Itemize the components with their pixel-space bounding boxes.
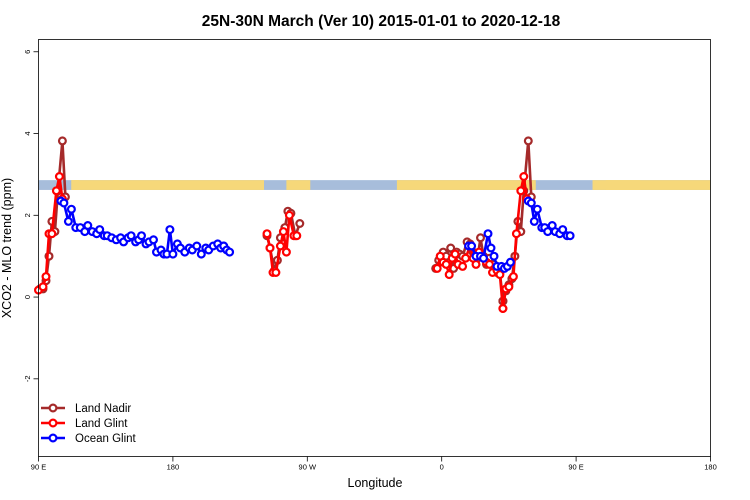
- x-tick-label: 90 W: [299, 463, 317, 472]
- plot-frame: [38, 39, 711, 457]
- legend-label: Land Nadir: [75, 403, 131, 415]
- x-axis-title: Longitude: [348, 476, 403, 490]
- legend: Land Nadir Land Glint Ocean Glint: [41, 403, 137, 445]
- legend-marker: [48, 403, 58, 413]
- data-point: [59, 198, 69, 208]
- x-tick-label: 180: [704, 463, 717, 472]
- data-point: [292, 231, 302, 241]
- data-point: [511, 229, 521, 239]
- land-band-segment: [113, 180, 264, 190]
- data-point: [444, 270, 454, 280]
- data-point: [558, 225, 568, 235]
- data-point: [47, 229, 57, 239]
- land-band-segment: [396, 180, 536, 190]
- data-point: [149, 235, 159, 245]
- y-tick-label: -2: [23, 375, 32, 382]
- data-point: [523, 136, 533, 146]
- y-tick-label: 4: [23, 131, 32, 135]
- legend-label: Land Glint: [75, 418, 128, 430]
- data-point: [281, 247, 291, 257]
- x-tick-label: 0: [440, 463, 444, 472]
- data-point: [265, 243, 275, 253]
- data-point: [461, 253, 471, 263]
- data-point: [479, 253, 489, 263]
- data-point: [516, 186, 526, 196]
- data-point: [498, 304, 508, 314]
- data-point: [489, 251, 499, 261]
- data-point: [471, 259, 481, 269]
- legend-item: Land Nadir: [41, 403, 131, 415]
- land-band-segment: [605, 180, 711, 190]
- data-point: [458, 261, 468, 271]
- data-point: [483, 229, 493, 239]
- land-band-segment: [286, 180, 311, 190]
- data-point: [275, 241, 285, 251]
- data-point: [165, 225, 175, 235]
- data-point: [504, 282, 514, 292]
- x-axis: 90 E 180 90 W 0 90 E 180: [31, 456, 717, 472]
- data-point: [57, 136, 67, 146]
- data-point: [63, 216, 73, 226]
- y-tick-label: 0: [23, 295, 32, 299]
- land-band-segment: [71, 180, 120, 190]
- data-point: [137, 231, 147, 241]
- data-point: [196, 249, 206, 259]
- data-point: [95, 225, 105, 235]
- data-point: [519, 172, 529, 182]
- data-point: [51, 186, 61, 196]
- data-point: [38, 282, 48, 292]
- data-point: [66, 204, 76, 214]
- data-point: [485, 259, 495, 269]
- data-point: [508, 272, 518, 282]
- legend-marker: [48, 433, 58, 443]
- data-point: [532, 204, 542, 214]
- ocean-land-band: [38, 180, 711, 190]
- ocean-band: [38, 180, 711, 190]
- chart-title: 25N-30N March (Ver 10) 2015-01-01 to 202…: [202, 13, 561, 30]
- legend-item: Land Glint: [41, 418, 128, 430]
- y-tick-label: 2: [23, 213, 32, 217]
- legend-label: Ocean Glint: [75, 433, 137, 445]
- data-point: [168, 249, 178, 259]
- y-axis-title: XCO2 - MLO trend (ppm): [0, 178, 14, 318]
- series-ocean-glint: [56, 196, 575, 273]
- data-point: [446, 243, 456, 253]
- y-axis: -2 0 2 4 6: [23, 50, 39, 382]
- data-point: [54, 172, 64, 182]
- x-tick-label: 90 E: [31, 463, 46, 472]
- data-point: [41, 272, 51, 282]
- series-line: [265, 214, 297, 274]
- legend-marker: [48, 418, 58, 428]
- data-point: [486, 243, 496, 253]
- data-point: [441, 259, 451, 269]
- x-tick-label: 90 E: [568, 463, 583, 472]
- x-tick-label: 180: [167, 463, 180, 472]
- legend-item: Ocean Glint: [41, 433, 137, 445]
- data-point: [295, 219, 305, 229]
- data-point: [505, 257, 515, 267]
- data-point: [83, 221, 93, 231]
- data-point: [526, 198, 536, 208]
- data-point: [271, 268, 281, 278]
- series-layer: [33, 136, 575, 314]
- data-point: [565, 231, 575, 241]
- data-point: [225, 247, 235, 257]
- data-point: [284, 210, 294, 220]
- data-point: [529, 216, 539, 226]
- data-point: [262, 229, 272, 239]
- data-point: [278, 227, 288, 237]
- data-point: [495, 270, 505, 280]
- data-point: [467, 241, 477, 251]
- y-tick-label: 6: [23, 50, 32, 54]
- data-point: [450, 249, 460, 259]
- data-point: [476, 233, 486, 243]
- series-land-nadir: [35, 136, 536, 306]
- data-point: [126, 231, 136, 241]
- data-point: [192, 241, 202, 251]
- series-land-glint: [33, 172, 532, 314]
- data-point: [432, 263, 442, 273]
